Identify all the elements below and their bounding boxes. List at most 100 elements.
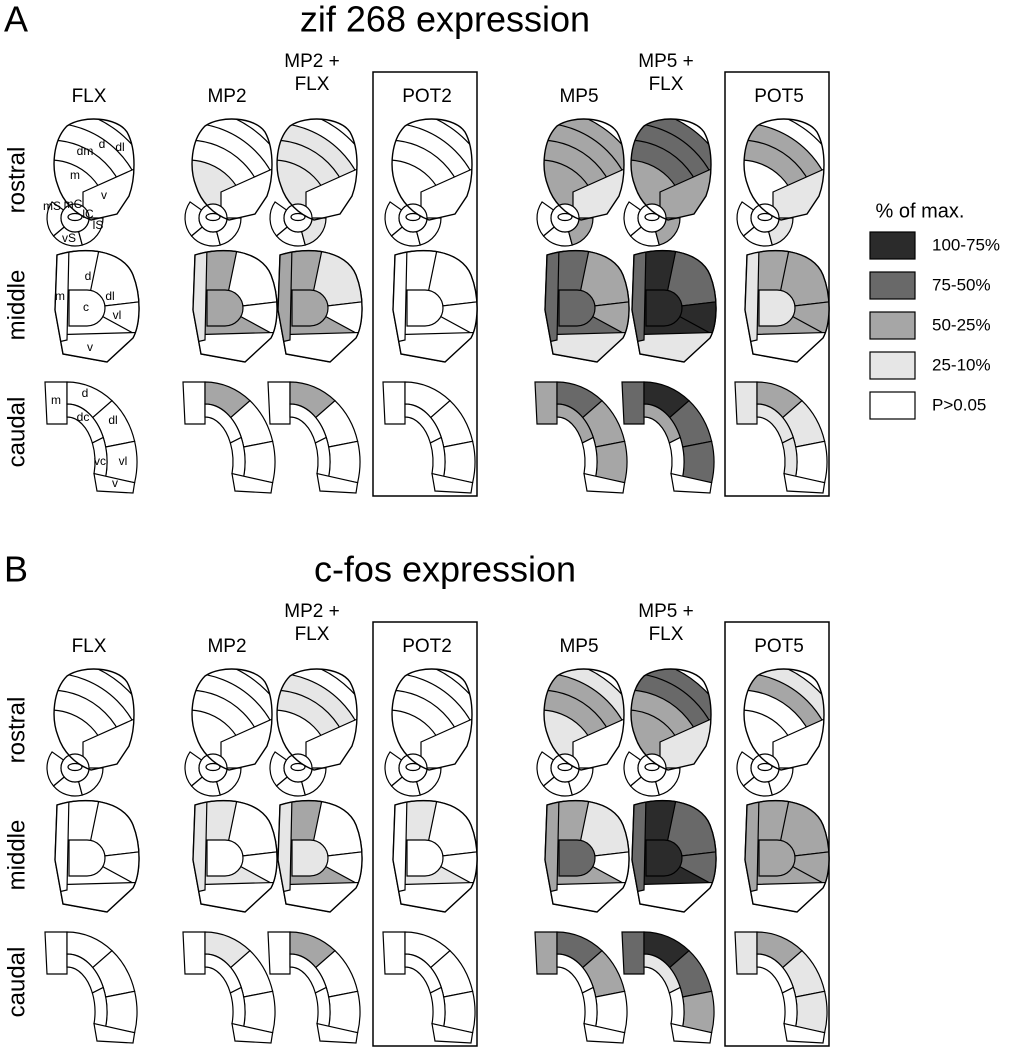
region	[68, 289, 106, 327]
brain-section	[534, 931, 628, 1044]
region	[734, 381, 758, 425]
brain-section	[382, 381, 476, 494]
brain-section	[534, 381, 628, 494]
region	[182, 931, 206, 975]
brain-section	[384, 118, 473, 247]
brain-section	[734, 381, 828, 494]
region-label: dl	[108, 413, 117, 427]
legend-label: P>0.05	[932, 395, 986, 414]
region-label: m	[51, 393, 61, 407]
region-detail	[405, 212, 421, 222]
column-header: FLX	[72, 86, 107, 107]
region	[794, 990, 828, 1034]
row-label: middle	[3, 820, 30, 891]
region	[758, 839, 796, 877]
region	[645, 289, 683, 327]
region	[545, 800, 560, 896]
region-detail	[205, 762, 221, 772]
region	[621, 931, 645, 975]
region	[327, 990, 361, 1034]
region	[781, 436, 798, 478]
region	[594, 990, 628, 1034]
column-box	[724, 621, 830, 1047]
region	[442, 990, 476, 1034]
brain-section	[192, 249, 278, 363]
column-header: MP5	[559, 86, 598, 107]
region	[583, 472, 626, 494]
region	[44, 931, 68, 975]
region	[668, 436, 685, 478]
column-header: POT2	[402, 86, 452, 107]
region	[231, 1022, 274, 1044]
column-header: POT2	[402, 636, 452, 657]
region-label: lC	[82, 207, 94, 221]
region	[670, 472, 713, 494]
brain-section	[277, 249, 363, 363]
region	[406, 289, 444, 327]
column-header: MP2 +	[284, 601, 339, 622]
region-detail	[290, 762, 306, 772]
region	[314, 986, 331, 1028]
region	[645, 839, 683, 877]
region-detail	[557, 212, 573, 222]
region	[44, 381, 68, 425]
region	[534, 931, 558, 975]
region-label: d	[85, 269, 92, 283]
region	[583, 1022, 626, 1044]
brain-section	[54, 799, 140, 913]
region-label: v	[101, 188, 107, 202]
region	[104, 990, 138, 1034]
region-label: v	[112, 476, 118, 490]
brain-section	[267, 931, 361, 1044]
section-outline	[543, 668, 625, 771]
section-outline	[743, 668, 825, 771]
region	[670, 1022, 713, 1044]
column-header: POT5	[754, 636, 804, 657]
section-outline	[276, 668, 358, 771]
region	[734, 931, 758, 975]
row-label: caudal	[3, 397, 30, 468]
region-label: m	[55, 289, 65, 303]
column-header: FLX	[649, 624, 684, 645]
region	[442, 440, 476, 484]
column-header: MP5 +	[638, 601, 693, 622]
region-detail	[644, 212, 660, 222]
section-outline	[192, 799, 278, 913]
region	[242, 440, 276, 484]
section-outline	[631, 249, 717, 363]
brain-section	[192, 799, 278, 913]
brain-section: m d dl vl dc vcv	[44, 381, 138, 494]
legend-label: 100-75%	[932, 235, 1000, 254]
column-header: MP5	[559, 636, 598, 657]
section-outline	[544, 799, 630, 913]
row-label: caudal	[3, 947, 30, 1018]
legend-swatch	[869, 271, 916, 300]
region-detail	[205, 212, 221, 222]
region-label: vc	[94, 454, 106, 468]
legend-label: 50-25%	[932, 315, 991, 334]
region	[581, 986, 598, 1028]
region	[278, 250, 293, 346]
section-outline	[276, 118, 358, 221]
brain-section	[277, 799, 363, 913]
legend-swatch	[869, 231, 916, 260]
region-label: d	[82, 386, 89, 400]
brain-section	[182, 931, 276, 1044]
section-outline	[630, 118, 712, 221]
region	[393, 800, 408, 896]
region-label: lS	[93, 218, 104, 232]
region-label: mC	[64, 197, 83, 211]
section-outline	[191, 668, 273, 771]
region	[783, 1022, 826, 1044]
section-outline	[191, 118, 273, 221]
section-outline	[277, 249, 363, 363]
row-label: middle	[3, 270, 30, 341]
region	[291, 839, 329, 877]
region	[794, 440, 828, 484]
brain-section	[544, 799, 630, 913]
region	[558, 839, 596, 877]
section-outline	[743, 118, 825, 221]
region-label: vl	[119, 454, 128, 468]
region	[545, 250, 560, 346]
column-header: FLX	[649, 74, 684, 95]
